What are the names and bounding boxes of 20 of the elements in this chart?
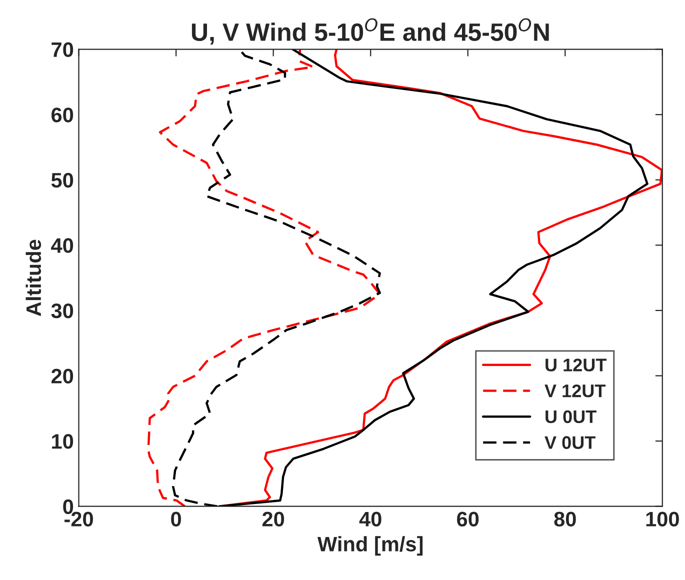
y-tick-label: 30 [51, 303, 74, 318]
x-tick-label: 60 [457, 512, 479, 527]
y-tick-label: 50 [51, 172, 74, 188]
legend-label: V 0UT [544, 436, 596, 449]
x-tick-label: 20 [262, 512, 284, 527]
x-tick-label: 0 [171, 512, 181, 527]
legend-label: U 12UT [546, 358, 607, 372]
legend-label: U 0UT [546, 410, 596, 424]
y-tick-label: 70 [52, 42, 74, 58]
x-tick-label: 100 [646, 512, 679, 527]
y-tick-label: 10 [52, 434, 74, 449]
y-tick-label: 60 [52, 108, 74, 122]
chart-title: U, V Wind 5-10$^{O}$E and 45-50$^{O}$N [192, 18, 549, 45]
y-axis-title: Altitude [26, 240, 42, 316]
legend-label: V 12UT [544, 384, 606, 398]
y-tick-label: 40 [51, 238, 74, 253]
x-tick-label: 40 [359, 512, 382, 527]
x-axis-title: Wind [m/s] [317, 536, 423, 556]
y-tick-label: 20 [51, 368, 74, 384]
x-tick-label: 80 [554, 512, 576, 527]
